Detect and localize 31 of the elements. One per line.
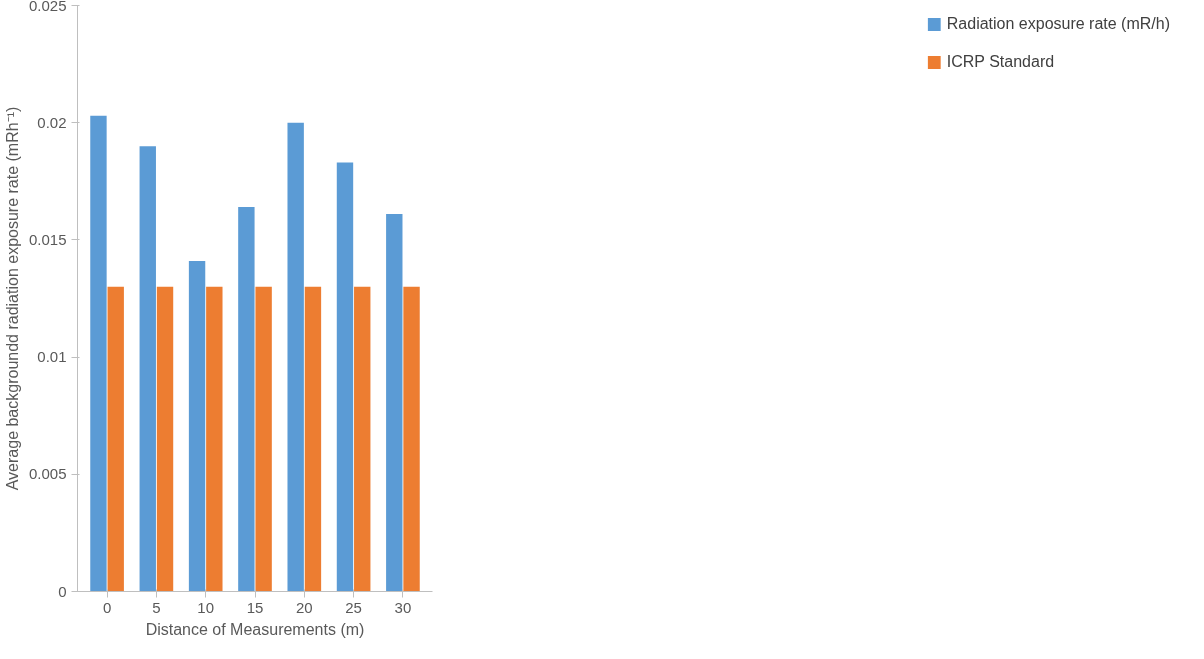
bar (139, 146, 156, 592)
bar (238, 207, 255, 592)
y-tick-label: 0.02 (37, 113, 67, 131)
y-tick-label: 0.025 (28, 0, 67, 14)
x-axis-title: Distance of Measurements (m) (145, 620, 365, 638)
bar (354, 286, 371, 592)
x-tick-label: 20 (295, 598, 313, 616)
bar (255, 286, 272, 592)
bar (107, 286, 124, 592)
y-tick-label: 0 (58, 582, 67, 600)
y-axis-title: Average backgroundd radiation exposure rate (mRh⁻¹) (3, 106, 21, 491)
bar (403, 286, 420, 592)
bar (156, 286, 174, 592)
x-tick-label: 30 (394, 598, 412, 616)
bar (336, 162, 354, 592)
y-tick-label: 0.005 (28, 465, 67, 483)
x-tick-label: 10 (197, 598, 215, 616)
x-tick-label: 15 (246, 598, 264, 616)
bar (188, 261, 206, 592)
bar (90, 115, 107, 592)
bar (386, 214, 403, 592)
x-tick-label: 0 (102, 598, 112, 616)
bar (304, 286, 322, 592)
bar (287, 122, 304, 592)
legend-label: ICRP Standard (946, 53, 1055, 71)
legend-label: Radiation exposure rate (mR/h) (946, 15, 1170, 33)
x-tick-label: 25 (345, 598, 362, 616)
y-tick-label: 0.01 (37, 348, 67, 366)
y-tick-label: 0.015 (28, 230, 67, 248)
bar (206, 286, 223, 592)
x-tick-label: 5 (152, 598, 161, 616)
